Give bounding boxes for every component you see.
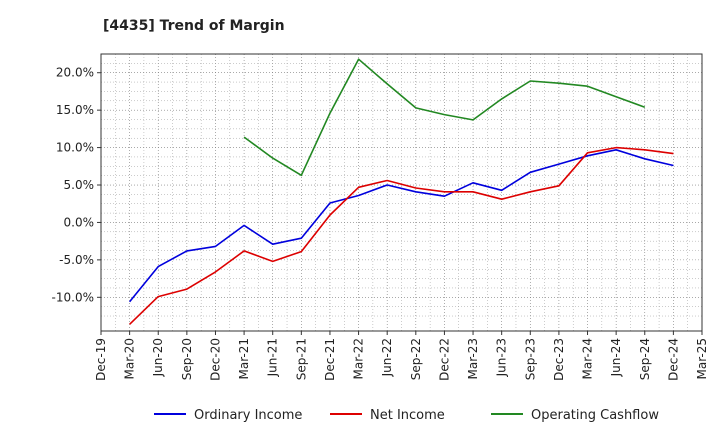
x-tick-label: Dec-19 [94,338,108,381]
x-tick-label: Mar-22 [352,338,366,379]
x-tick-label: Mar-23 [466,338,480,379]
x-tick-label: Dec-22 [437,338,451,381]
y-tick-label: 10.0% [56,141,94,155]
x-tick-label: Sep-20 [180,338,194,380]
series-line-net-income [129,146,674,325]
x-tick-label: Mar-24 [581,338,595,379]
plot-frame [100,53,703,332]
x-tick-label: Dec-20 [208,338,222,381]
x-tick-label: Mar-21 [237,338,251,379]
x-tick-label: Jun-21 [266,338,280,377]
chart-title: [4435] Trend of Margin [103,18,285,34]
legend-label: Net Income [370,408,445,423]
legend-label: Operating Cashflow [531,408,659,423]
x-tick-label: Dec-21 [323,338,337,381]
y-tick-label: 15.0% [56,103,94,117]
legend: Ordinary Income Net Income Operating Cashf… [154,408,659,423]
legend-label: Ordinary Income [194,408,302,423]
x-tick-label: Sep-21 [294,338,308,380]
y-tick-label: 0.0% [64,215,95,229]
x-tick-label: Sep-23 [523,338,537,380]
x-tick-label: Sep-24 [638,338,652,380]
x-tick-label: Sep-22 [409,338,423,380]
series-line-operating-cashflow [243,58,646,177]
x-tick-label: Jun-22 [380,338,394,377]
x-tick-label: Jun-24 [609,338,623,377]
y-tick-label: 20.0% [56,66,94,80]
x-tick-label: Mar-20 [123,338,137,379]
y-tick-label: -5.0% [59,253,94,267]
x-tick-label: Mar-25 [695,338,709,379]
plot-area: -10.0% -5.0% 0.0% 5.0% 10.0% 15.0% 20.0% Dec-19… [52,53,709,381]
x-tick-label: Dec-23 [552,338,566,381]
x-tick-label: Jun-23 [495,338,509,377]
y-tick-label: 5.0% [64,178,95,192]
x-tick-label: Dec-24 [666,338,680,381]
y-tick-label: -10.0% [52,290,94,304]
x-tick-label: Jun-20 [151,338,165,377]
